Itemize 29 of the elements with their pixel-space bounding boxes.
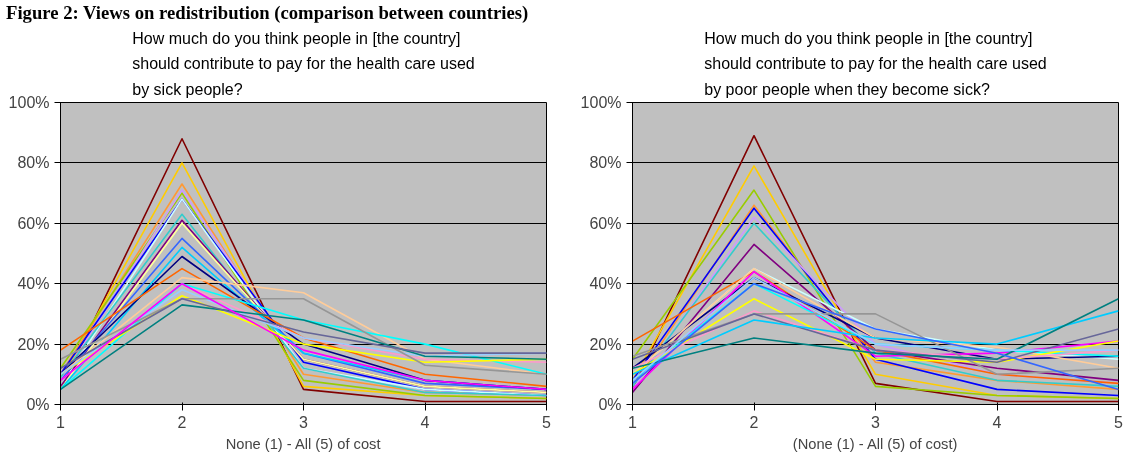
x-tick-label: 5	[542, 413, 552, 431]
y-tick-label: 100%	[580, 94, 622, 111]
y-tick-label: 40%	[17, 275, 50, 293]
x-tick-label: 1	[56, 413, 66, 431]
x-tick-label: 3	[299, 413, 309, 431]
x-axis-title: (None (1) - All (5) of cost)	[792, 435, 958, 452]
y-tick-label: 80%	[17, 154, 50, 172]
x-tick-label: 2	[749, 413, 759, 431]
y-tick-label: 0%	[598, 396, 622, 413]
y-tick-label: 80%	[589, 154, 622, 172]
chart-title: How much do you think people in [the country] should contribute to pay for the health care used by sick people?	[132, 29, 475, 98]
y-tick-label: 20%	[17, 335, 50, 353]
y-tick-label: 20%	[589, 335, 622, 353]
y-tick-label: 40%	[589, 275, 622, 293]
x-tick-label: 4	[992, 413, 1002, 431]
x-axis-title: None (1) - All (5) of cost	[225, 435, 381, 452]
x-tick-label: 2	[177, 413, 187, 431]
x-tick-label: 1	[628, 413, 638, 431]
chart-title: How much do you think people in [the country] should contribute to pay for the health care used by poor people when they become sick?	[704, 29, 1047, 98]
line-series	[60, 304, 547, 391]
x-tick-label: 4	[420, 413, 430, 431]
caption: Figure 2: Views on redistribution (comparison between countries)	[6, 2, 529, 23]
x-tick-label: 3	[871, 413, 881, 431]
y-tick-label: 60%	[17, 214, 50, 232]
y-tick-label: 0%	[26, 396, 50, 413]
y-tick-label: 100%	[8, 94, 50, 111]
x-tick-label: 5	[1114, 413, 1124, 431]
line-series	[632, 243, 1119, 394]
y-tick-label: 60%	[589, 214, 622, 232]
